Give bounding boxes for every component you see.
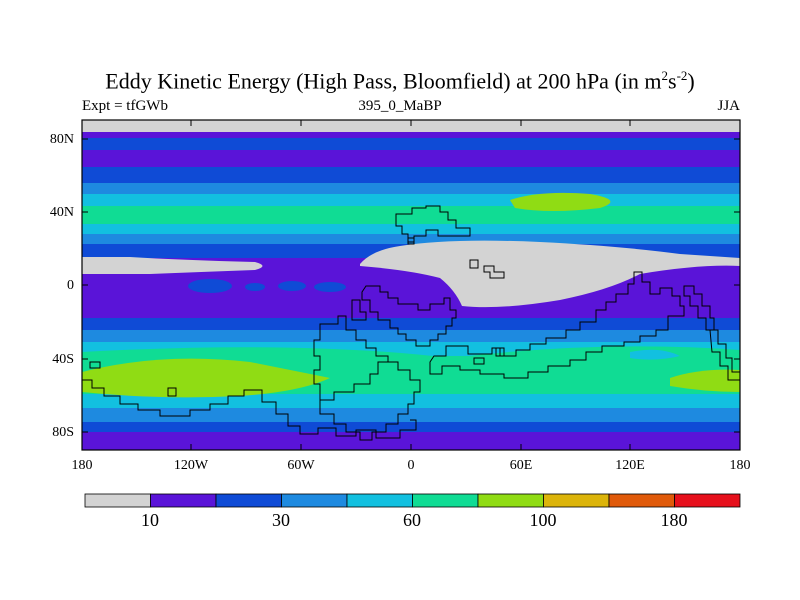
- band-cyan-s2: [82, 394, 740, 408]
- colorbar-label-30: 30: [272, 510, 290, 530]
- coast-south-america: [313, 315, 389, 401]
- gray-region-pacific: [82, 257, 263, 274]
- lon-label-180e: 180: [729, 458, 751, 473]
- colorbar-label-180: 180: [660, 510, 688, 530]
- lat-label-eq: 0: [67, 278, 74, 293]
- colorbar-swatch-4: [346, 493, 413, 508]
- run-label: 395_0_MaBP: [358, 98, 442, 114]
- coast-island-1: [469, 259, 479, 269]
- coast-antarctica: [82, 379, 417, 439]
- band-midblue-n: [82, 183, 740, 194]
- lon-label-60w: 60W: [287, 458, 315, 473]
- coast-southern-asia-australia: [429, 271, 685, 379]
- band-blue-n2: [82, 167, 740, 183]
- coast-island-3: [407, 237, 415, 245]
- colorbar-label-60: 60: [403, 510, 421, 530]
- lon-label-180w: 180: [71, 458, 93, 473]
- band-green-n: [82, 206, 740, 224]
- coast-island-2: [483, 265, 505, 279]
- coast-antarctic-peninsula: [319, 361, 421, 441]
- lime-patch-south-pacific: [82, 358, 330, 398]
- band-blue-s2: [82, 422, 740, 432]
- colorbar-swatch-0: [84, 493, 151, 508]
- coast-africa-north: [361, 285, 457, 347]
- band-purple-n: [82, 132, 740, 138]
- colorbar-swatch-1: [150, 493, 217, 508]
- cyan-spot-south: [630, 349, 680, 360]
- blue-blob-1: [188, 279, 232, 293]
- colorbar-swatch-2: [215, 493, 282, 508]
- green-wave-south: [82, 346, 740, 358]
- colorbar-label-100: 100: [529, 510, 557, 530]
- band-cyan-n: [82, 194, 740, 206]
- coast-west-africa: [351, 299, 367, 321]
- blue-blob-4: [314, 282, 346, 292]
- lat-label-80s: 80S: [52, 425, 74, 440]
- blue-blob-3: [278, 281, 306, 291]
- band-blue-n: [82, 138, 740, 150]
- lon-label-0: 0: [407, 458, 415, 473]
- band-purple-south: [82, 432, 740, 450]
- lat-label-40s: 40S: [52, 352, 74, 367]
- blue-blob-2: [245, 283, 265, 291]
- colorbar-swatch-5: [412, 493, 479, 508]
- band-midblue-s2: [82, 408, 740, 422]
- lime-patch-south-east: [670, 369, 740, 392]
- lon-label-60e: 60E: [509, 458, 533, 473]
- contour-map: [82, 120, 740, 450]
- colorbar-swatch-9: [674, 493, 741, 508]
- lime-patch-north-asia: [510, 192, 611, 211]
- coast-island-4: [473, 357, 485, 365]
- band-midblue-s: [82, 330, 740, 342]
- coast-island-7: [167, 387, 177, 397]
- band-midblue-n2: [82, 234, 740, 244]
- gray-region-asia-africa: [360, 240, 740, 308]
- lon-label-120e: 120E: [615, 458, 645, 473]
- axis-ticks: [82, 120, 740, 450]
- experiment-label: Expt = tfGWb: [82, 98, 168, 114]
- colorbar: [84, 493, 741, 508]
- coast-europe: [395, 205, 471, 243]
- band-purple-n2: [82, 150, 740, 167]
- colorbar-swatch-3: [281, 493, 348, 508]
- colorbar-swatch-6: [477, 493, 544, 508]
- colorbar-label-10: 10: [141, 510, 159, 530]
- season-label: JJA: [717, 98, 740, 114]
- lat-label-40n: 40N: [49, 205, 74, 220]
- coast-island-5: [495, 347, 505, 357]
- coast-east-pacific: [709, 329, 740, 381]
- band-blue-s: [82, 318, 740, 330]
- lon-label-120w: 120W: [173, 458, 209, 473]
- colorbar-swatch-8: [608, 493, 675, 508]
- coast-island-6: [89, 361, 101, 369]
- colorbar-swatch-7: [543, 493, 610, 508]
- lat-label-80n: 80N: [49, 132, 74, 147]
- plot-title: Eddy Kinetic Energy (High Pass, Bloomfie…: [105, 68, 695, 94]
- band-cyan-n2: [82, 224, 740, 234]
- coastlines: [82, 205, 740, 441]
